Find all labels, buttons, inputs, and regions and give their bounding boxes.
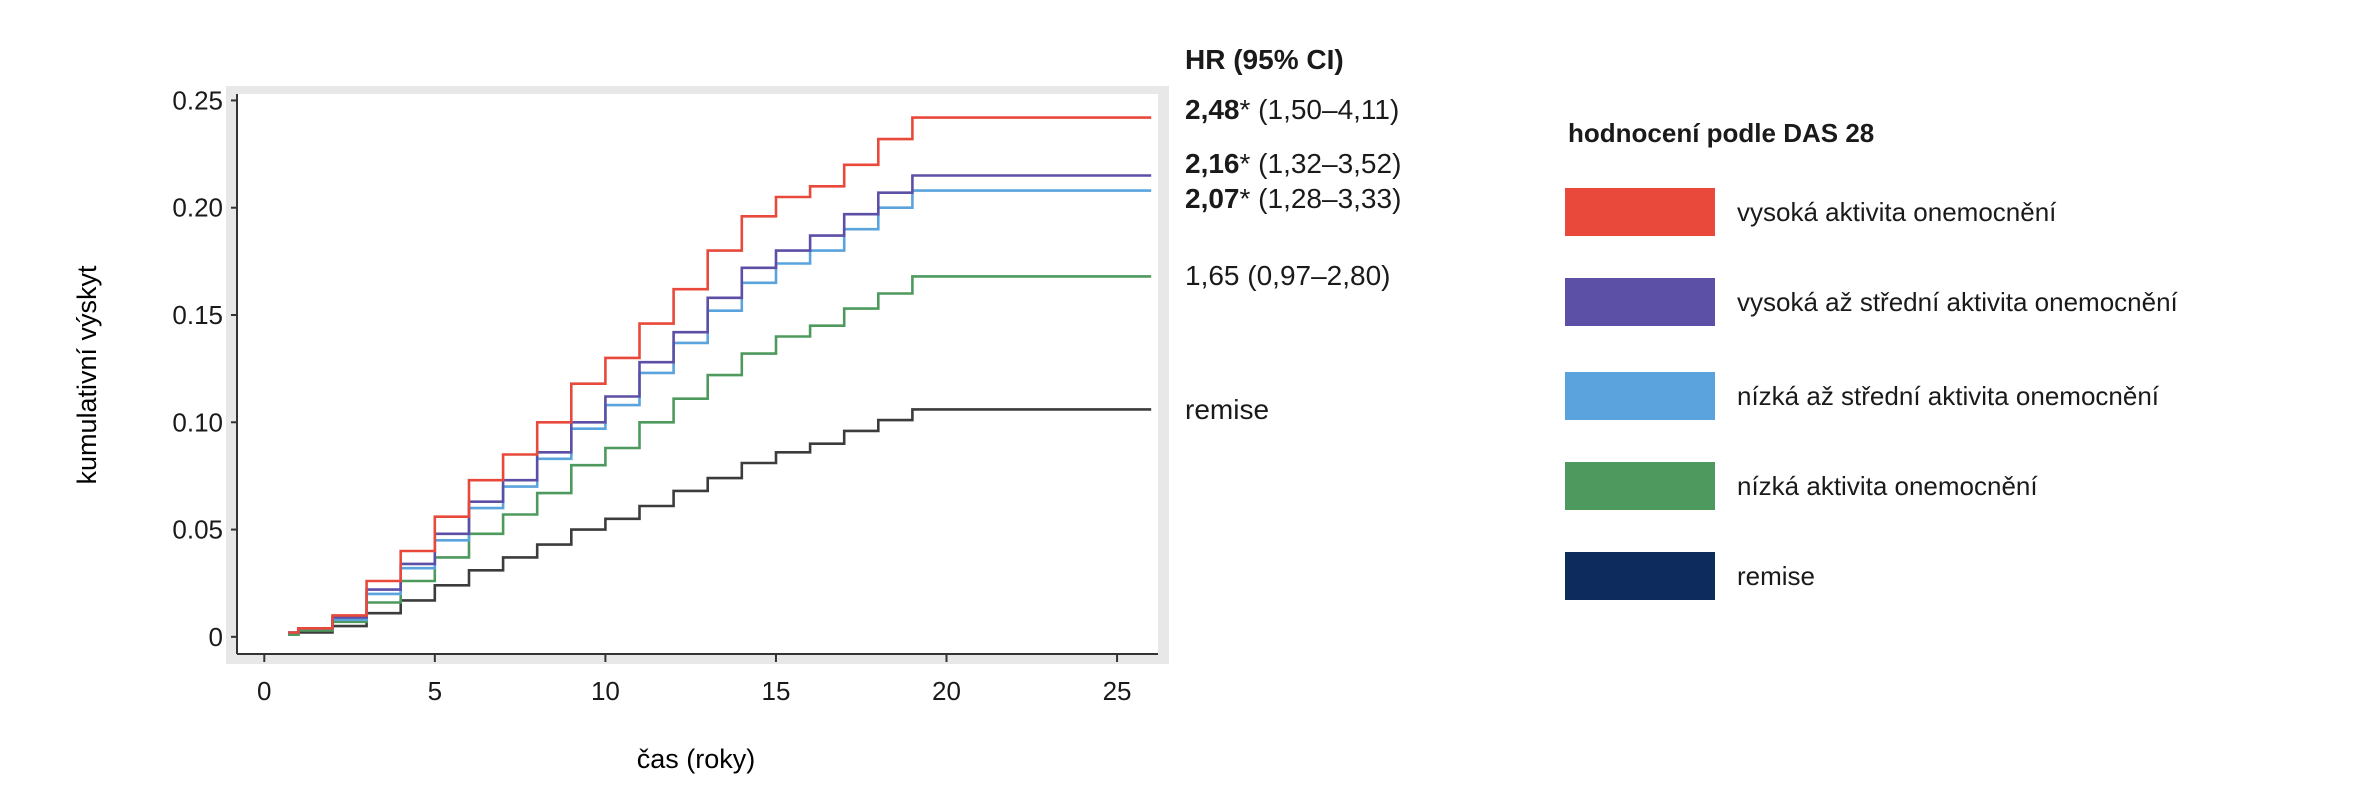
x-tick-label: 25 bbox=[1103, 676, 1132, 706]
legend-label: vysoká aktivita onemocnění bbox=[1737, 196, 2057, 227]
legend-item-high-moderate: vysoká až střední aktivita onemocnění bbox=[1565, 278, 2178, 326]
x-axis-label: čas (roky) bbox=[637, 744, 756, 774]
y-tick-label: 0.25 bbox=[172, 85, 223, 115]
x-tick-label: 15 bbox=[761, 676, 790, 706]
x-tick-label: 0 bbox=[257, 676, 271, 706]
x-tick-label: 5 bbox=[428, 676, 442, 706]
x-tick-label: 20 bbox=[932, 676, 961, 706]
y-tick-label: 0.20 bbox=[172, 193, 223, 223]
hr-label-remission: remise bbox=[1185, 394, 1269, 426]
hr-value: 2,07 bbox=[1185, 183, 1240, 214]
hr-ci: 1,65 (0,97–2,80) bbox=[1185, 260, 1391, 291]
chart-area: 0 0.05 0.10 0.15 0.20 0.25 0 5 10 15 20 25 čas (rok… bbox=[72, 85, 1169, 774]
hr-ci: * (1,50–4,11) bbox=[1239, 94, 1400, 125]
hr-label-low-moderate: 2,07* (1,28–3,33) bbox=[1185, 183, 1401, 215]
x-tick-label: 10 bbox=[591, 676, 620, 706]
hr-ci: * (1,32–3,52) bbox=[1239, 148, 1402, 179]
y-tick-label: 0 bbox=[209, 622, 223, 652]
legend-title: hodnocení podle DAS 28 bbox=[1568, 118, 1875, 148]
series-line bbox=[288, 275, 1152, 636]
legend-item-low: nízká aktivita onemocnění bbox=[1565, 462, 2038, 510]
legend-swatch bbox=[1565, 552, 1715, 600]
legend-swatch bbox=[1565, 462, 1715, 510]
legend-label: vysoká až střední aktivita onemocnění bbox=[1737, 286, 2178, 317]
plot-area bbox=[237, 94, 1158, 654]
hr-label-high-moderate: 2,16* (1,32–3,52) bbox=[1185, 148, 1401, 180]
y-tick-label: 0.05 bbox=[172, 515, 223, 545]
y-tick-label: 0.15 bbox=[172, 300, 223, 330]
hr-label-high: 2,48* (1,50–4,11) bbox=[1185, 94, 1399, 126]
y-tick-label: 0.10 bbox=[172, 407, 223, 437]
legend-swatch bbox=[1565, 278, 1715, 326]
series-line bbox=[288, 116, 1152, 634]
legend-label: remise bbox=[1737, 560, 1816, 591]
y-axis-label: kumulativní výskyt bbox=[72, 265, 102, 485]
series-line bbox=[288, 408, 1152, 636]
hr-value: 2,16 bbox=[1185, 148, 1240, 179]
series-line bbox=[288, 174, 1152, 634]
legend-item-high: vysoká aktivita onemocnění bbox=[1565, 188, 2056, 236]
series-end-label: remise bbox=[1185, 394, 1270, 425]
legend-item-low-moderate: nízká až střední aktivita onemocnění bbox=[1565, 372, 2159, 420]
hr-header: HR (95% CI) bbox=[1185, 44, 1344, 75]
legend-item-remission: remise bbox=[1565, 552, 1815, 600]
legend-swatch bbox=[1565, 188, 1715, 236]
legend-label: nízká aktivita onemocnění bbox=[1737, 470, 2038, 501]
hr-label-low: 1,65 (0,97–2,80) bbox=[1185, 260, 1391, 292]
hr-ci: * (1,28–3,33) bbox=[1239, 183, 1402, 214]
legend-swatch bbox=[1565, 372, 1715, 420]
legend-label: nízká až střední aktivita onemocnění bbox=[1737, 380, 2160, 411]
hr-value: 2,48 bbox=[1185, 94, 1240, 125]
